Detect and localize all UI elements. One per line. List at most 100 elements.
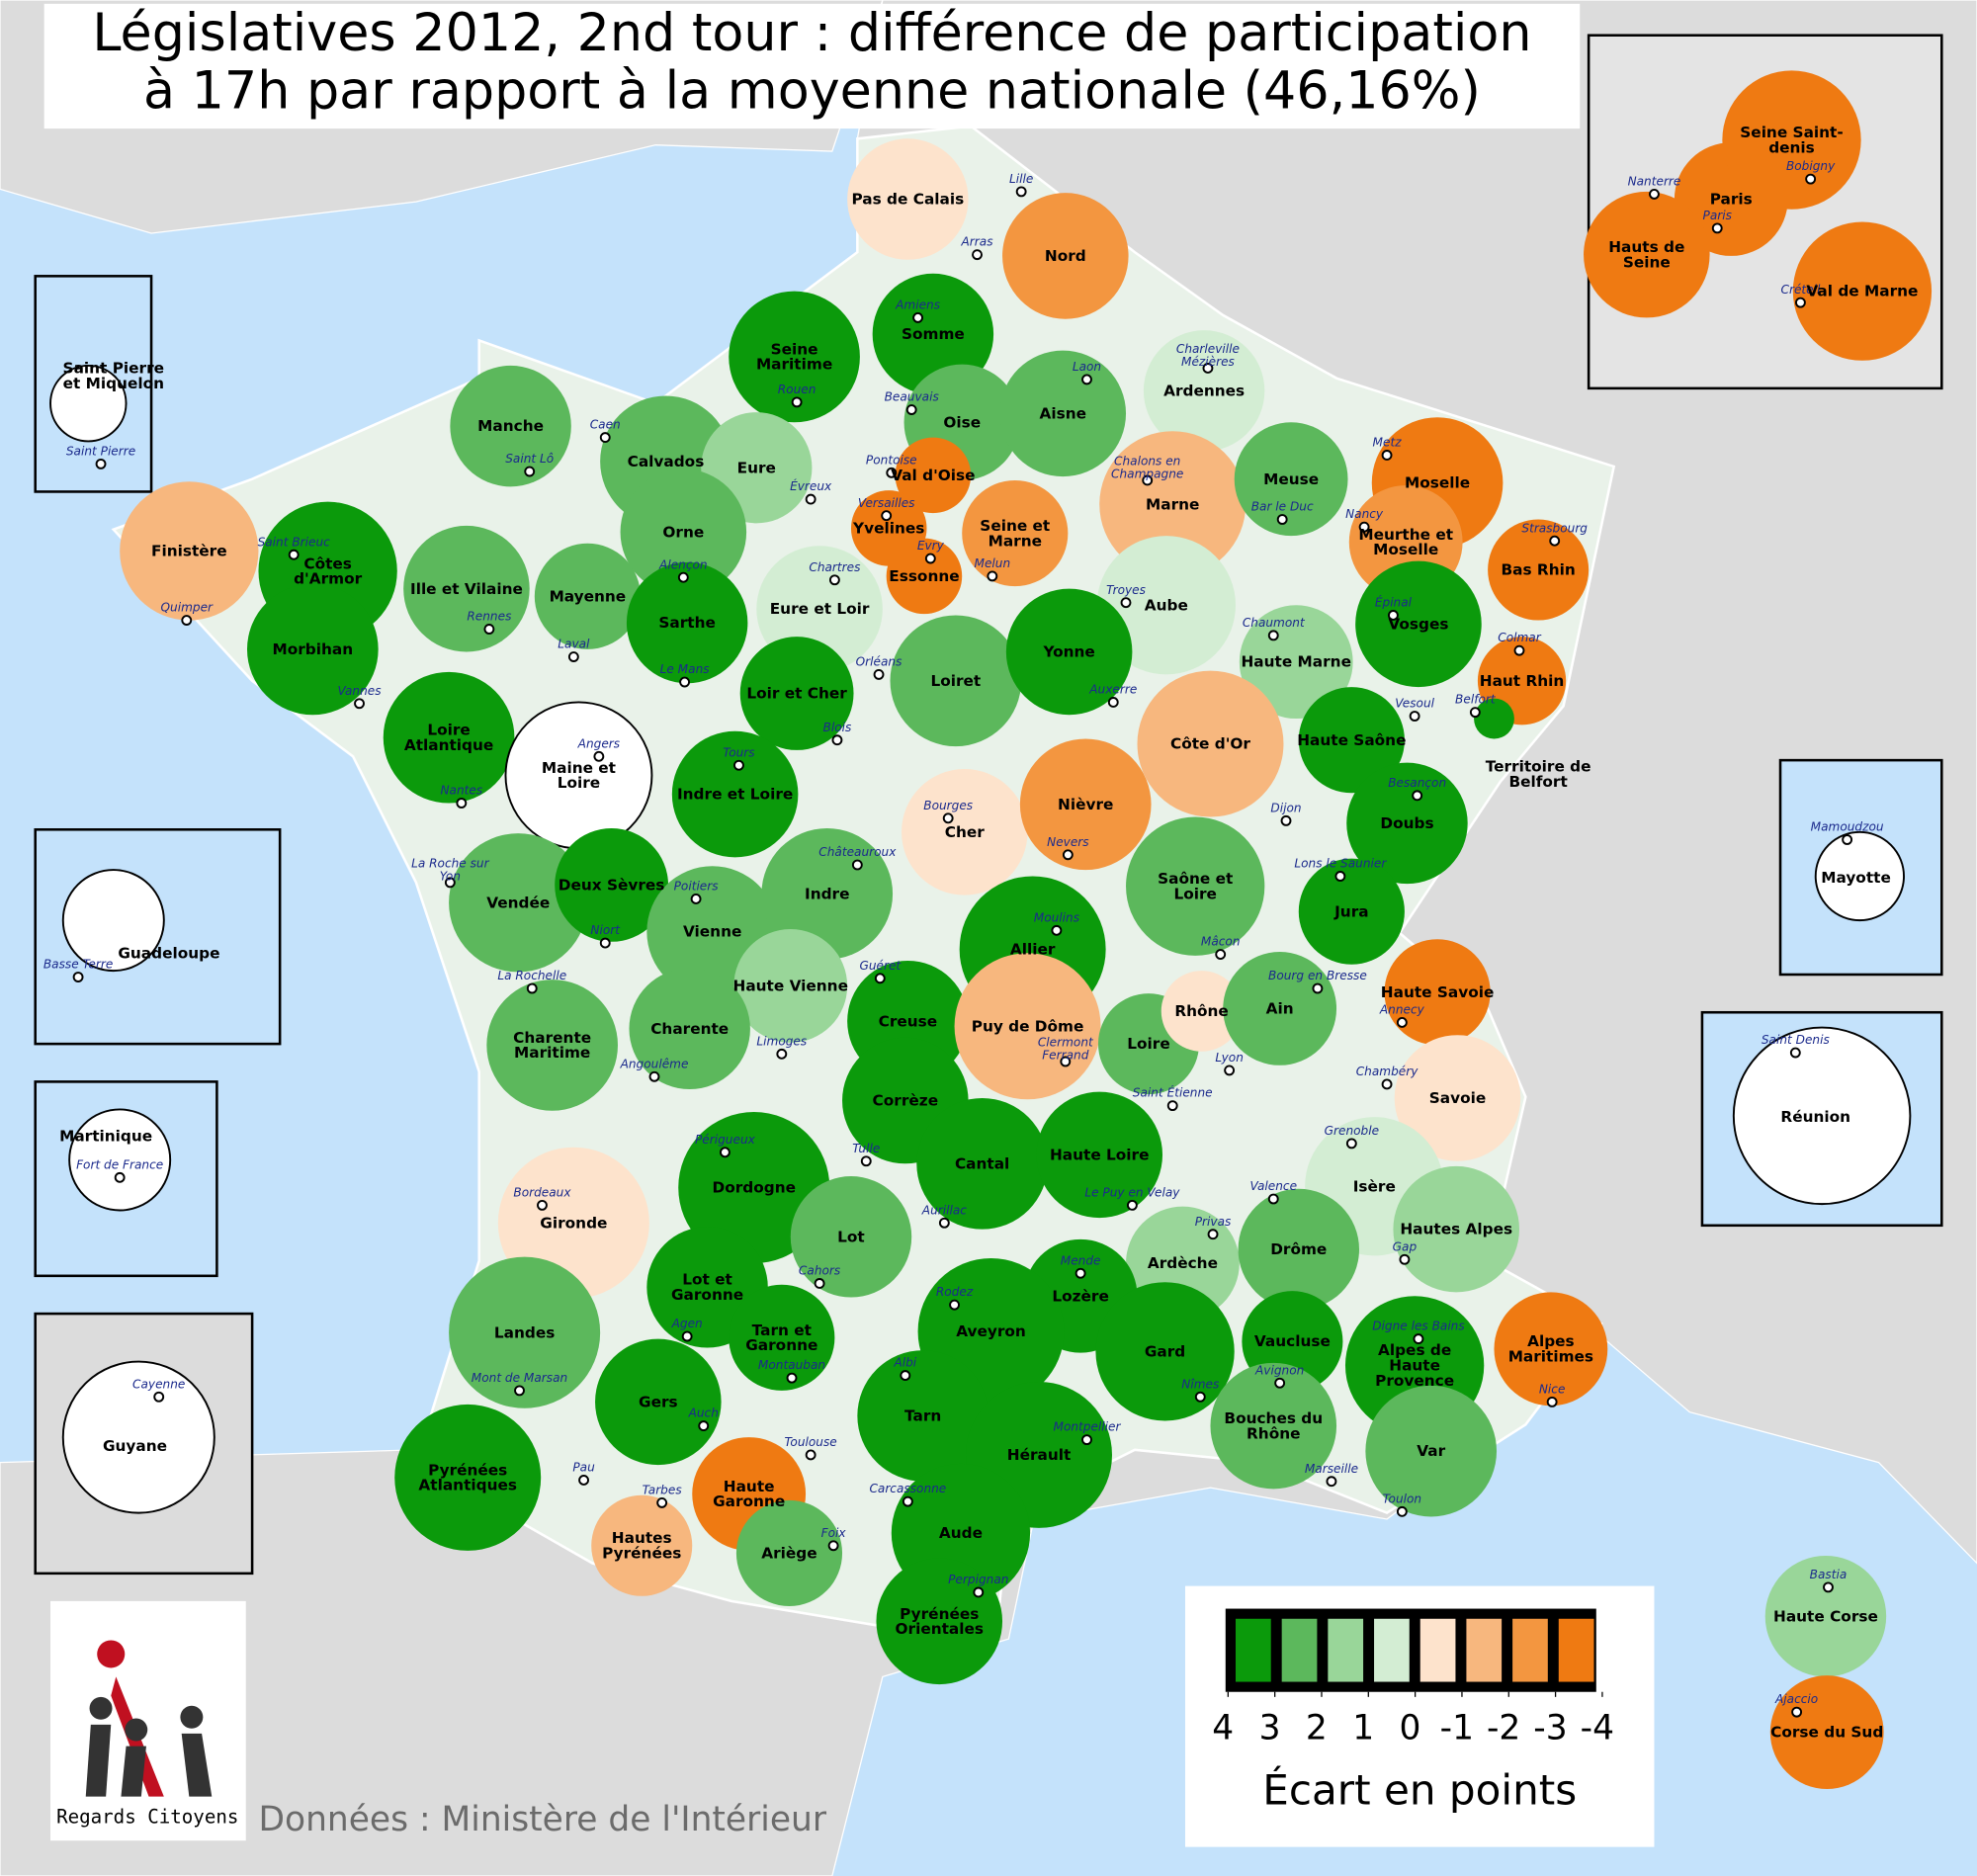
city-label: Bobigny — [1785, 159, 1836, 175]
department-label: Dordogne — [712, 1178, 796, 1197]
city-dot — [827, 1540, 839, 1552]
department-label: Tarn et Garonne — [745, 1321, 818, 1354]
city-dot — [456, 798, 468, 809]
department-label: Guyane — [102, 1437, 168, 1455]
department-label: Ardèche — [1147, 1254, 1218, 1272]
city-dot — [181, 615, 193, 626]
city-label: Gap — [1392, 1240, 1418, 1255]
department-label: Haut Rhin — [1479, 671, 1565, 690]
department-label: Eure et Loir — [769, 600, 870, 618]
department — [1096, 536, 1236, 675]
city-dot — [526, 982, 538, 994]
city-label: Privas — [1194, 1215, 1232, 1230]
department — [739, 637, 854, 750]
city-label: Avignon — [1254, 1364, 1305, 1379]
city-dot — [828, 574, 840, 586]
department-label: Ariège — [761, 1544, 817, 1563]
department — [620, 469, 747, 596]
city-dot — [1207, 1229, 1219, 1240]
city-dot — [656, 1496, 668, 1508]
department-label: Indre — [804, 885, 850, 903]
city-dot — [524, 466, 536, 477]
city-label: Créteil — [1780, 283, 1821, 298]
city-dot — [1280, 814, 1292, 826]
legend-tick-label: 0 — [1399, 1708, 1421, 1748]
city-dot — [1062, 849, 1074, 861]
department-label: Indre et Loire — [676, 785, 794, 804]
city-dot — [1015, 186, 1027, 198]
department — [1494, 1292, 1608, 1407]
city-label: Carcassonne — [869, 1482, 947, 1497]
city-dot — [1409, 711, 1420, 722]
department — [595, 1338, 722, 1466]
city-dot — [1842, 834, 1853, 845]
city-dot — [1202, 363, 1214, 374]
city-dot — [912, 312, 923, 323]
department-label: Ille et Vilaine — [409, 579, 523, 598]
department-label: Landes — [493, 1323, 556, 1342]
logo-head — [125, 1718, 148, 1742]
city-label: Nantes — [440, 784, 483, 799]
department — [1005, 588, 1133, 716]
city-dot — [1194, 1391, 1206, 1403]
department-label: Somme — [901, 325, 965, 343]
city-label: Le Puy en Velay — [1084, 1186, 1180, 1201]
city-dot — [599, 432, 611, 444]
city-dot — [578, 1475, 589, 1486]
city-label: Fort de France — [76, 1158, 164, 1173]
city-dot — [902, 1495, 913, 1507]
department — [1722, 70, 1861, 210]
department-label: Lot et Garonne — [670, 1270, 744, 1304]
department — [671, 730, 799, 858]
city-dot — [1546, 1396, 1558, 1407]
department — [1393, 1165, 1519, 1293]
department-label: Mayenne — [549, 587, 627, 606]
city-dot — [1381, 450, 1393, 461]
city-dot — [776, 1048, 788, 1060]
city-dot — [1224, 1065, 1236, 1076]
department — [1143, 330, 1265, 452]
department-label: Nord — [1044, 246, 1086, 265]
city-dot — [1334, 871, 1346, 882]
department-label: Haute Marne — [1241, 652, 1351, 671]
department-label: Drôme — [1270, 1240, 1328, 1258]
department — [403, 525, 530, 652]
city-label: Saint Étienne — [1132, 1086, 1213, 1101]
department-label: Meurthe et Moselle — [1358, 525, 1454, 559]
department-label: Seine Maritime — [755, 340, 833, 374]
department-label: Haute Corse — [1773, 1607, 1878, 1626]
department-label: Aube — [1144, 596, 1188, 615]
city-dot — [905, 404, 917, 415]
city-label: Lyon — [1215, 1051, 1244, 1066]
city-label: Bourges — [923, 799, 974, 813]
city-label: Marseille — [1304, 1462, 1359, 1477]
department — [847, 138, 969, 260]
title-line: à 17h par rapport à la moyenne nationale… — [142, 60, 1481, 122]
city-dot — [805, 1449, 817, 1461]
city-dot — [1791, 1706, 1803, 1718]
department — [1234, 422, 1348, 537]
city-label: Colmar — [1498, 632, 1541, 646]
department-label: Lot — [837, 1228, 865, 1246]
department-label: Côte d'Or — [1169, 734, 1250, 753]
department-label: Gers — [639, 1393, 678, 1411]
department-label: Tarn — [904, 1407, 942, 1425]
city-dot — [1795, 297, 1806, 308]
department-label: Loire Atlantique — [403, 721, 494, 754]
city-label: Chambéry — [1355, 1065, 1418, 1079]
city-dot — [1789, 1047, 1801, 1059]
department-label: Seine et Marne — [980, 516, 1051, 551]
logo-head — [180, 1705, 204, 1729]
department-label: Moselle — [1405, 473, 1471, 492]
city-label: Épinal — [1374, 596, 1413, 611]
logo-body — [121, 1746, 146, 1797]
city-dot — [679, 676, 691, 688]
city-dot — [791, 396, 803, 408]
department — [1732, 1026, 1912, 1206]
city-label: Laon — [1072, 360, 1102, 375]
legend-swatch — [1235, 1618, 1271, 1682]
city-dot — [1081, 1434, 1092, 1446]
department-label: Sarthe — [658, 614, 716, 633]
city-label: Blois — [822, 721, 852, 735]
